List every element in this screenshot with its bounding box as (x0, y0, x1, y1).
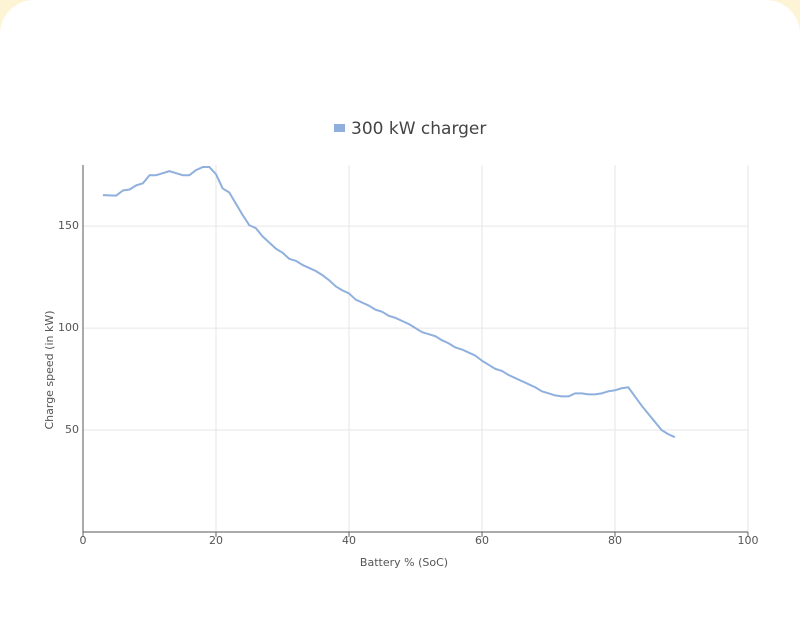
x-tick-label: 20 (209, 534, 223, 547)
y-axis-label: Charge speed (in kW) (43, 310, 56, 429)
x-tick-label: 0 (80, 534, 87, 547)
y-tick-label: 50 (65, 423, 79, 436)
legend-text: 300 kW charger (351, 119, 486, 139)
legend-swatch (334, 124, 345, 132)
y-tick-label: 100 (58, 321, 79, 334)
x-tick-label: 40 (342, 534, 356, 547)
x-tick-label: 60 (475, 534, 489, 547)
x-axis-label: Battery % (SoC) (360, 556, 448, 569)
data-line (102, 166, 676, 439)
y-tick-label: 150 (58, 219, 79, 232)
x-tick-label: 80 (608, 534, 622, 547)
x-tick-label: 100 (738, 534, 759, 547)
